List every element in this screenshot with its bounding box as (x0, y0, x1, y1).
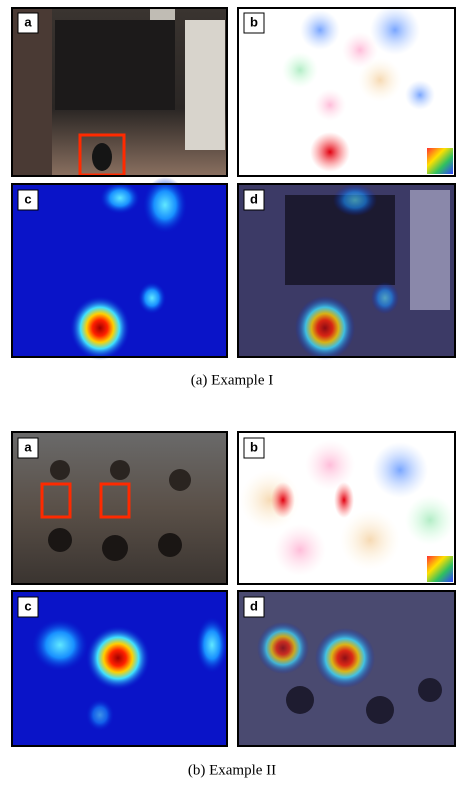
label-box (17, 437, 39, 459)
label-box (17, 189, 39, 211)
label-box (243, 189, 265, 211)
photo-panel (11, 431, 228, 585)
caption: (a) Example I (191, 372, 273, 388)
panel-label: c (24, 598, 31, 613)
label-box (243, 12, 265, 34)
flow-panel (237, 5, 456, 177)
heatmap-panel (11, 590, 228, 747)
panel-labels: a b c d a b c d (17, 12, 265, 618)
overlay-panel (237, 590, 456, 747)
caption: (b) Example II (188, 762, 276, 778)
panel-label: b (250, 14, 258, 29)
panel-label: d (250, 191, 258, 206)
photo-panel (11, 7, 228, 177)
label-box (243, 437, 265, 459)
flow-panel (237, 431, 456, 585)
overlay-panel (237, 183, 456, 360)
panel-label: d (250, 598, 258, 613)
panel-label: c (24, 191, 31, 206)
heatmap-panel (11, 177, 228, 360)
label-box (17, 596, 39, 618)
panel-label: a (24, 14, 32, 29)
panel-label: b (250, 439, 258, 454)
panel-label: a (24, 439, 32, 454)
label-box (243, 596, 265, 618)
label-box (17, 12, 39, 34)
